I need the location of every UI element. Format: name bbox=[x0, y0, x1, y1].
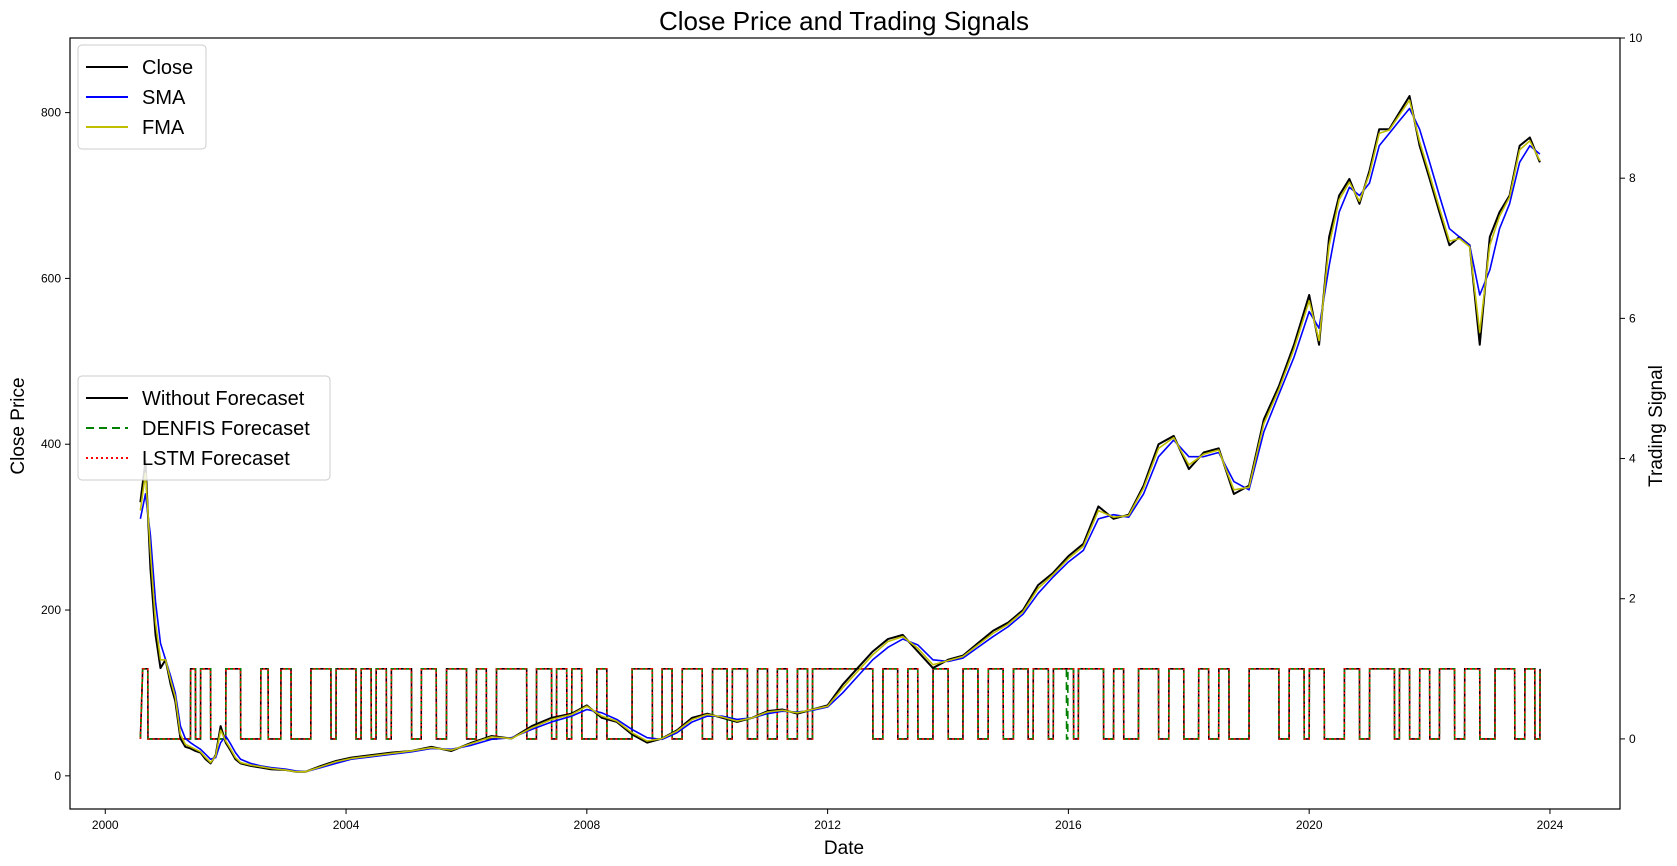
y-tick-label: 800 bbox=[41, 106, 61, 120]
x-tick-label: 2008 bbox=[573, 818, 600, 832]
y2-tick-label: 8 bbox=[1629, 171, 1636, 185]
signal-legend-entry-label: Without Forecaset bbox=[142, 388, 305, 410]
signals-layer bbox=[139, 668, 1541, 740]
signal-legend-entry-label: DENFIS Forecaset bbox=[142, 418, 310, 440]
price-legend-entry-frame bbox=[77, 44, 207, 150]
y2-axis-label: Trading Signal bbox=[1646, 365, 1667, 487]
y-axis-label: Close Price bbox=[8, 377, 29, 474]
y-tick-label: 0 bbox=[54, 769, 61, 783]
signal-line-denfis-forecast bbox=[139, 668, 1541, 740]
signal-legend-entry-label: LSTM Forecaset bbox=[142, 448, 290, 470]
y2-tick-label: 0 bbox=[1629, 732, 1636, 746]
x-tick-label: 2020 bbox=[1296, 818, 1323, 832]
price-legend-entry-label: SMA bbox=[142, 87, 186, 109]
price-legend: Close SMA FMA bbox=[77, 44, 207, 150]
x-tick-label: 2016 bbox=[1055, 818, 1082, 832]
price-legend-entry-label: Close bbox=[142, 57, 193, 79]
x-tick-label: 2012 bbox=[814, 818, 841, 832]
series-line-fma bbox=[139, 99, 1541, 773]
x-tick-label: 2024 bbox=[1537, 818, 1564, 832]
y2-tick-label: 2 bbox=[1629, 592, 1636, 606]
y2-tick-label: 4 bbox=[1629, 452, 1636, 466]
chart-title: Close Price and Trading Signals bbox=[659, 6, 1029, 36]
price-layer bbox=[139, 95, 1541, 773]
y2-tick-label: 6 bbox=[1629, 311, 1636, 325]
y-tick-label: 600 bbox=[41, 271, 61, 285]
price-legend-entry-label: FMA bbox=[142, 117, 185, 139]
x-tick-label: 2000 bbox=[92, 818, 119, 832]
y2-axis-ticks: 0 2 4 6 8 10 bbox=[1620, 31, 1643, 746]
signal-legend-entry-frame bbox=[77, 375, 331, 481]
plot-frame bbox=[69, 37, 1621, 810]
x-axis-ticks: 2000 2004 2008 2012 2016 2020 2024 bbox=[92, 809, 1564, 832]
y-tick-label: 200 bbox=[41, 603, 61, 617]
x-tick-label: 2004 bbox=[333, 818, 360, 832]
signal-legend: Without Forecaset DENFIS Forecaset LSTM Fo… bbox=[77, 375, 331, 481]
y-tick-label: 400 bbox=[41, 437, 61, 451]
y2-tick-label: 10 bbox=[1629, 31, 1643, 45]
signal-line-lstm-forecast bbox=[139, 668, 1541, 740]
x-axis-label: Date bbox=[824, 838, 864, 859]
y-axis-ticks: 0 200 400 600 800 bbox=[41, 106, 70, 783]
